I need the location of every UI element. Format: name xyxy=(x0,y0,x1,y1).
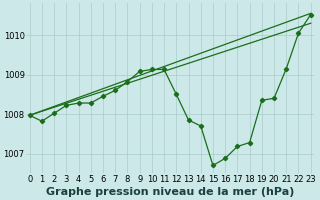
X-axis label: Graphe pression niveau de la mer (hPa): Graphe pression niveau de la mer (hPa) xyxy=(46,187,294,197)
